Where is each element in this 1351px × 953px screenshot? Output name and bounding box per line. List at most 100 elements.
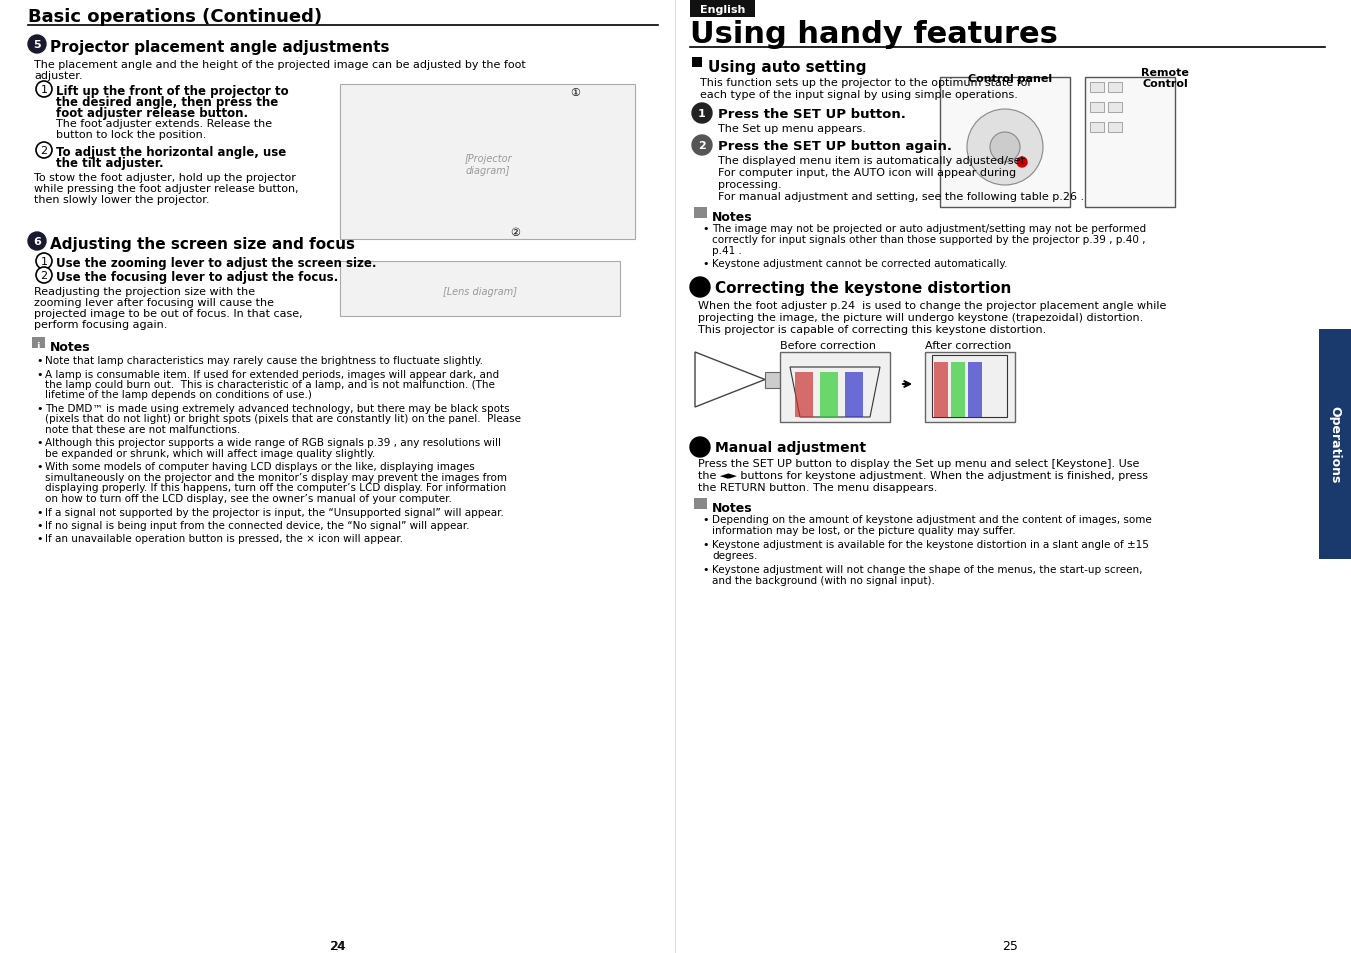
- Text: degrees.: degrees.: [712, 551, 758, 560]
- Text: Although this projector supports a wide range of RGB signals p.39 , any resoluti: Although this projector supports a wide …: [45, 438, 501, 448]
- Text: projecting the image, the picture will undergo keystone (trapezoidal) distortion: projecting the image, the picture will u…: [698, 313, 1143, 323]
- Text: Press the SET UP button.: Press the SET UP button.: [717, 108, 907, 121]
- Bar: [794, 373, 813, 417]
- Circle shape: [28, 233, 46, 251]
- Text: 2: 2: [41, 146, 47, 156]
- Bar: [1319, 330, 1351, 559]
- Circle shape: [692, 104, 712, 124]
- Text: 24: 24: [330, 939, 345, 952]
- Text: 1: 1: [41, 85, 47, 95]
- Text: Notes: Notes: [712, 211, 753, 224]
- Text: •: •: [36, 355, 42, 366]
- Text: p.41 .: p.41 .: [712, 246, 742, 255]
- Text: button to lock the position.: button to lock the position.: [55, 130, 207, 140]
- Text: 1: 1: [698, 109, 705, 119]
- Text: displaying properly. If this happens, turn off the computer’s LCD display. For i: displaying properly. If this happens, tu…: [45, 483, 507, 493]
- Text: [Lens diagram]: [Lens diagram]: [443, 287, 517, 296]
- Circle shape: [690, 277, 711, 297]
- Bar: [1090, 103, 1104, 112]
- Circle shape: [690, 437, 711, 457]
- Text: and the background (with no signal input).: and the background (with no signal input…: [712, 576, 935, 585]
- Circle shape: [1017, 158, 1027, 168]
- Text: Correcting the keystone distortion: Correcting the keystone distortion: [715, 281, 1012, 295]
- Text: If no signal is being input from the connected device, the “No signal” will appe: If no signal is being input from the con…: [45, 520, 470, 531]
- Text: •: •: [36, 403, 42, 414]
- Bar: [690, 0, 755, 18]
- Text: 5: 5: [34, 40, 41, 50]
- Text: ②: ②: [509, 228, 520, 237]
- Text: The displayed menu item is automatically adjusted/set.: The displayed menu item is automatically…: [717, 156, 1028, 166]
- Text: lifetime of the lamp depends on conditions of use.): lifetime of the lamp depends on conditio…: [45, 390, 312, 400]
- Text: zooming lever after focusing will cause the: zooming lever after focusing will cause …: [34, 297, 274, 308]
- Text: the tilt adjuster.: the tilt adjuster.: [55, 157, 163, 170]
- Circle shape: [36, 268, 51, 284]
- Circle shape: [28, 36, 46, 54]
- Text: •: •: [703, 564, 708, 575]
- Text: A lamp is consumable item. If used for extended periods, images will appear dark: A lamp is consumable item. If used for e…: [45, 369, 499, 379]
- Bar: [1108, 83, 1121, 92]
- Text: Operations: Operations: [1328, 406, 1342, 483]
- Bar: [340, 85, 635, 240]
- Text: Depending on the amount of keystone adjustment and the content of images, some: Depending on the amount of keystone adju…: [712, 515, 1152, 524]
- Text: •: •: [703, 539, 708, 550]
- Text: i: i: [36, 341, 39, 352]
- Text: Projector placement angle adjustments: Projector placement angle adjustments: [50, 40, 389, 55]
- Text: Note that lamp characteristics may rarely cause the brightness to fluctuate slig: Note that lamp characteristics may rarel…: [45, 355, 484, 366]
- Text: Manual adjustment: Manual adjustment: [715, 440, 866, 455]
- Text: the ◄► buttons for keystone adjustment. When the adjustment is finished, press: the ◄► buttons for keystone adjustment. …: [698, 471, 1148, 480]
- Text: correctly for input signals other than those supported by the projector p.39 , p: correctly for input signals other than t…: [712, 234, 1146, 245]
- Bar: [1108, 103, 1121, 112]
- Text: If a signal not supported by the projector is input, the “Unsupported signal” wi: If a signal not supported by the project…: [45, 507, 504, 517]
- Bar: [32, 337, 45, 349]
- Text: 25: 25: [1002, 939, 1017, 952]
- Circle shape: [967, 110, 1043, 186]
- Text: Use the zooming lever to adjust the screen size.: Use the zooming lever to adjust the scre…: [55, 256, 377, 270]
- Bar: [844, 373, 863, 417]
- Text: With some models of computer having LCD displays or the like, displaying images: With some models of computer having LCD …: [45, 462, 474, 472]
- Text: Adjusting the screen size and focus: Adjusting the screen size and focus: [50, 236, 355, 252]
- Circle shape: [692, 136, 712, 156]
- Text: The Set up menu appears.: The Set up menu appears.: [717, 124, 866, 133]
- Text: The foot adjuster extends. Release the: The foot adjuster extends. Release the: [55, 119, 272, 129]
- Text: For computer input, the AUTO icon will appear during: For computer input, the AUTO icon will a…: [717, 168, 1016, 178]
- Text: Notes: Notes: [712, 501, 753, 515]
- Text: adjuster.: adjuster.: [34, 71, 82, 81]
- Text: the desired angle, then press the: the desired angle, then press the: [55, 96, 278, 109]
- Text: For manual adjustment and setting, see the following table p.26 .: For manual adjustment and setting, see t…: [717, 192, 1084, 202]
- Bar: [694, 208, 707, 219]
- Text: This function sets up the projector to the optimum state for: This function sets up the projector to t…: [700, 78, 1032, 88]
- Text: 1: 1: [41, 256, 47, 267]
- Text: When the foot adjuster p.24  is used to change the projector placement angle whi: When the foot adjuster p.24 is used to c…: [698, 301, 1166, 311]
- Text: The image may not be projected or auto adjustment/setting may not be performed: The image may not be projected or auto a…: [712, 224, 1146, 233]
- Text: •: •: [36, 520, 42, 531]
- Text: be expanded or shrunk, which will affect image quality slightly.: be expanded or shrunk, which will affect…: [45, 449, 376, 458]
- Text: (pixels that do not light) or bright spots (pixels that are constantly lit) on t: (pixels that do not light) or bright spo…: [45, 414, 521, 424]
- Text: 6: 6: [32, 236, 41, 247]
- Text: If an unavailable operation button is pressed, the × icon will appear.: If an unavailable operation button is pr…: [45, 534, 403, 544]
- Circle shape: [36, 82, 51, 98]
- Bar: [780, 353, 890, 422]
- Text: Control: Control: [1142, 79, 1188, 89]
- Text: •: •: [703, 224, 708, 233]
- Text: •: •: [36, 438, 42, 448]
- Bar: [820, 373, 838, 417]
- Text: To adjust the horizontal angle, use: To adjust the horizontal angle, use: [55, 146, 286, 159]
- Bar: [1090, 83, 1104, 92]
- Text: Press the SET UP button to display the Set up menu and select [Keystone]. Use: Press the SET UP button to display the S…: [698, 458, 1139, 469]
- Text: The placement angle and the height of the projected image can be adjusted by the: The placement angle and the height of th…: [34, 60, 526, 70]
- Text: Notes: Notes: [50, 340, 91, 354]
- Text: information may be lost, or the picture quality may suffer.: information may be lost, or the picture …: [712, 525, 1016, 536]
- Text: on how to turn off the LCD display, see the owner’s manual of your computer.: on how to turn off the LCD display, see …: [45, 494, 451, 503]
- Text: Keystone adjustment cannot be corrected automatically.: Keystone adjustment cannot be corrected …: [712, 258, 1008, 269]
- Text: each type of the input signal by using simple operations.: each type of the input signal by using s…: [700, 90, 1017, 100]
- Text: To stow the foot adjuster, hold up the projector: To stow the foot adjuster, hold up the p…: [34, 172, 296, 183]
- Text: Using handy features: Using handy features: [690, 20, 1058, 49]
- Text: ①: ①: [570, 88, 580, 98]
- Text: •: •: [36, 462, 42, 472]
- Text: 2: 2: [698, 141, 705, 151]
- Text: simultaneously on the projector and the monitor’s display may prevent the images: simultaneously on the projector and the …: [45, 473, 507, 482]
- Text: •: •: [36, 507, 42, 517]
- Text: while pressing the foot adjuster release button,: while pressing the foot adjuster release…: [34, 184, 299, 193]
- Bar: [1085, 78, 1175, 208]
- Text: Remote: Remote: [1142, 68, 1189, 78]
